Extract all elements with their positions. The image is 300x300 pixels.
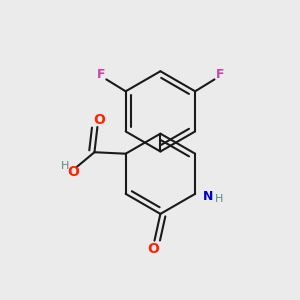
Text: F: F (216, 68, 224, 82)
Text: H: H (61, 160, 69, 171)
Text: N: N (202, 190, 213, 203)
Text: F: F (97, 68, 105, 82)
Text: H: H (215, 194, 224, 204)
Text: O: O (68, 165, 80, 179)
Text: O: O (93, 112, 105, 127)
Text: O: O (147, 242, 159, 256)
